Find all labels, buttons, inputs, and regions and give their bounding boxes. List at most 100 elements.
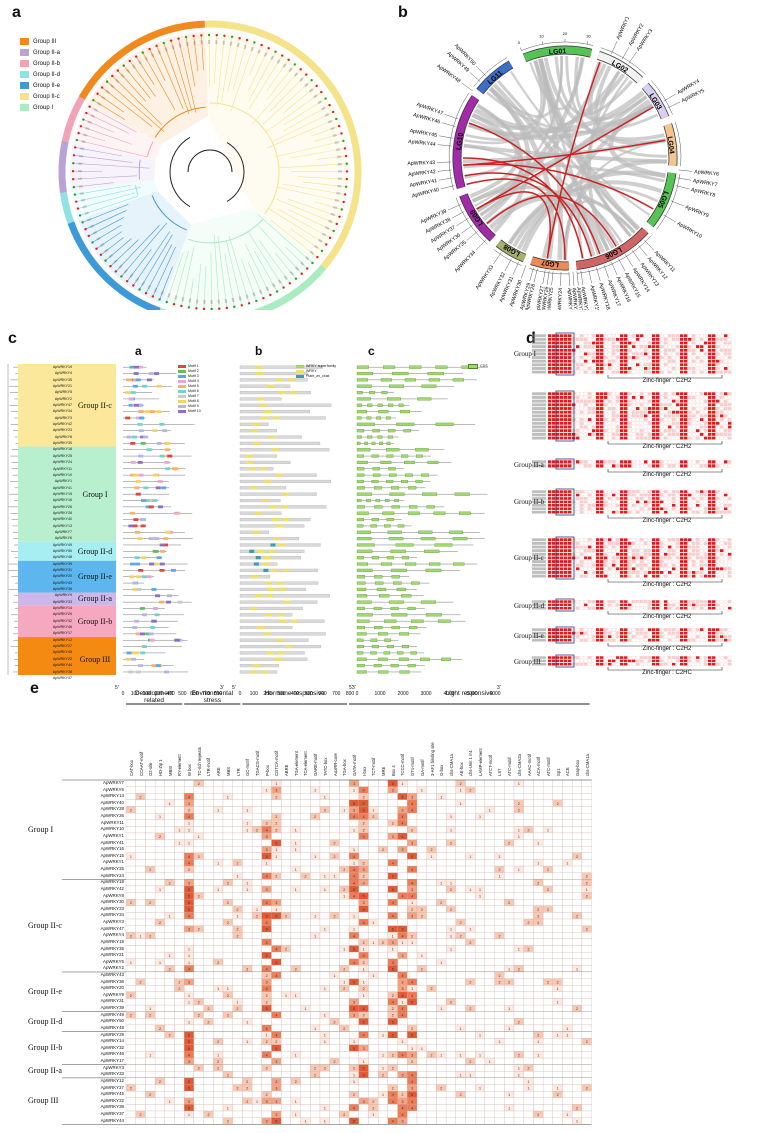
scale-arc xyxy=(448,92,470,191)
residue xyxy=(611,603,616,607)
residue xyxy=(715,493,720,497)
scale-arc xyxy=(656,174,681,230)
heatmap-cell xyxy=(300,892,311,900)
residue xyxy=(607,500,612,504)
residue xyxy=(635,359,640,363)
motif-block xyxy=(130,473,136,477)
residue xyxy=(587,552,592,556)
residue xyxy=(719,345,724,349)
residue xyxy=(591,337,596,341)
exon xyxy=(370,651,377,655)
heatmap-cell xyxy=(523,812,534,820)
residue xyxy=(596,628,600,631)
heatmap-cell xyxy=(251,812,262,820)
gene-name: ApWRKY18 xyxy=(52,447,72,452)
residue xyxy=(635,410,640,414)
gene-name: ApWRKY1 xyxy=(54,479,72,484)
heatmap-cell xyxy=(572,879,583,887)
heatmap-cell xyxy=(184,832,195,840)
residue xyxy=(727,560,732,564)
heatmap-cell xyxy=(232,806,243,814)
residue xyxy=(684,432,688,436)
leaf-dot xyxy=(218,307,221,310)
panel-c: c Group II-c Group I Group II-d Group II-e G… xyxy=(0,330,520,697)
residue xyxy=(715,356,720,360)
residue xyxy=(715,545,720,549)
seq-name xyxy=(532,635,546,638)
residue xyxy=(719,656,724,659)
cell-count: 5 xyxy=(411,855,413,859)
residue xyxy=(675,507,680,511)
cell-count: 4 xyxy=(353,895,355,899)
cell-count: 2 xyxy=(363,795,365,799)
residue xyxy=(724,460,728,464)
residue xyxy=(604,392,608,396)
residue xyxy=(680,603,684,607)
cell-count: 2 xyxy=(334,855,336,859)
seq-name xyxy=(532,574,546,578)
wrky-domain xyxy=(254,594,262,598)
residue xyxy=(576,460,580,464)
wrky-domain xyxy=(277,613,284,617)
motif-block xyxy=(148,632,154,636)
residue xyxy=(579,606,584,610)
exon xyxy=(356,530,371,534)
axis-tick-label: 500 xyxy=(178,690,187,697)
residue xyxy=(708,352,712,356)
heatmap-cell xyxy=(135,852,146,860)
residue xyxy=(560,571,564,574)
cell-count: 4 xyxy=(266,828,268,832)
exon xyxy=(386,645,394,649)
motif-label: Motif 2 xyxy=(188,369,199,373)
residue xyxy=(607,556,612,560)
heatmap-cell xyxy=(387,799,398,807)
residue xyxy=(639,570,644,574)
residue xyxy=(656,490,660,493)
heatmap-cell xyxy=(125,846,136,853)
residue xyxy=(639,414,644,418)
residue xyxy=(680,600,684,603)
residue xyxy=(611,567,616,571)
heatmap-cell xyxy=(475,865,486,873)
residue xyxy=(556,421,560,425)
residue xyxy=(687,507,692,511)
seq-name xyxy=(532,571,546,574)
tree-branch xyxy=(276,186,343,203)
residue xyxy=(695,403,700,407)
residue xyxy=(659,432,664,436)
residue xyxy=(596,606,600,610)
residue xyxy=(695,432,700,436)
leaf-dot xyxy=(72,154,76,157)
seq-name xyxy=(532,638,546,642)
residue xyxy=(548,628,552,631)
residue xyxy=(687,570,692,574)
residue xyxy=(643,493,648,497)
residue xyxy=(556,356,560,359)
residue xyxy=(663,631,668,635)
residue xyxy=(579,348,584,352)
residue xyxy=(560,407,564,410)
heatmap-cell xyxy=(484,859,495,867)
residue xyxy=(659,425,664,429)
heatmap-cell xyxy=(562,826,573,834)
residue xyxy=(652,552,656,556)
leaf-label xyxy=(86,218,92,222)
residue xyxy=(663,425,668,429)
heatmap-cell xyxy=(232,839,243,847)
residue xyxy=(667,392,672,396)
residue xyxy=(591,464,596,468)
heatmap-cell xyxy=(222,865,233,873)
cell-count: 3 xyxy=(353,782,355,786)
residue xyxy=(564,635,568,638)
residue xyxy=(703,656,708,659)
heatmap-cell xyxy=(232,793,243,800)
residue xyxy=(667,507,672,511)
residue xyxy=(587,410,592,414)
residue xyxy=(647,337,652,341)
heatmap-cell xyxy=(445,793,456,800)
residue xyxy=(556,606,560,610)
residue xyxy=(684,631,688,635)
heatmap-cell xyxy=(455,819,466,827)
duplicate-link xyxy=(463,139,666,166)
residue xyxy=(663,399,668,403)
